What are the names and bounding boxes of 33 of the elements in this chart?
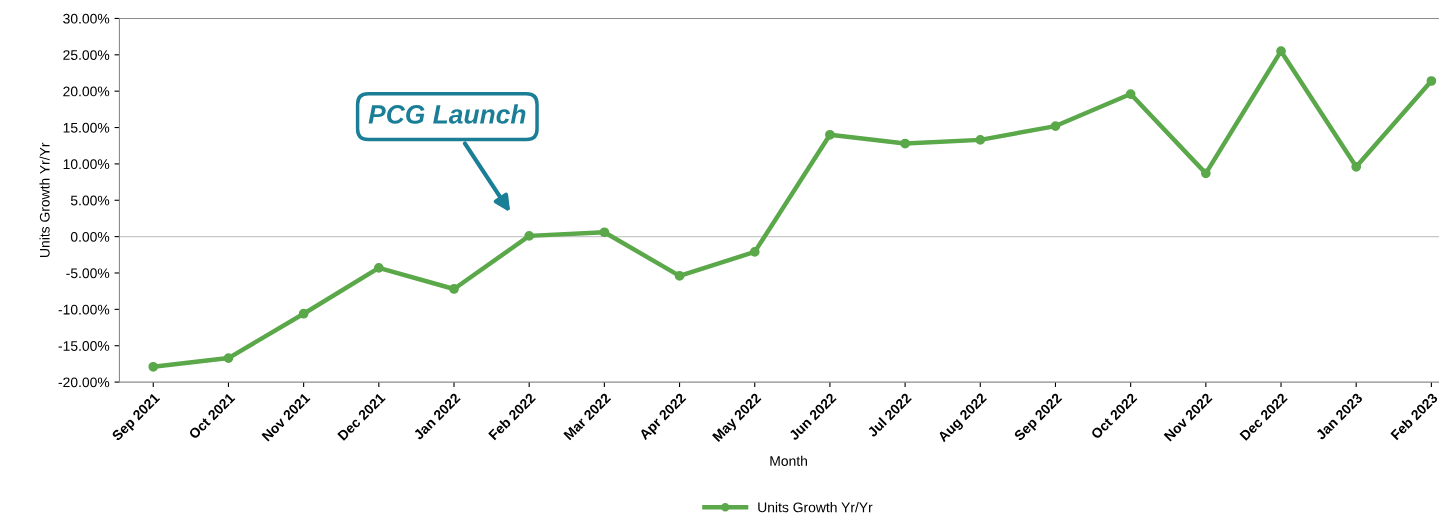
point: [373, 263, 384, 273]
point: [1200, 168, 1211, 179]
y-tick-label: 0.00%: [70, 231, 110, 242]
point: [223, 353, 234, 363]
annotation: PCG Launch: [368, 104, 526, 124]
point: [599, 227, 610, 238]
y-tick-label: 20.00%: [63, 86, 110, 97]
point: [1050, 121, 1061, 131]
point: [900, 138, 910, 149]
point: [674, 271, 685, 281]
y-axis-title: Units Growth Yr/Yr: [39, 142, 50, 257]
y-tick-label: 30.00%: [63, 13, 110, 24]
y-tick-label: -15.00%: [58, 341, 110, 351]
point: [298, 308, 309, 319]
y-tick-label: -20.00%: [58, 377, 110, 388]
y-tick-label: -5.00%: [66, 268, 110, 279]
point: [1125, 89, 1136, 99]
point: [825, 129, 835, 140]
y-tick-label: 15.00%: [63, 122, 110, 133]
point: [1276, 46, 1286, 57]
y-tick-label: 10.00%: [63, 159, 110, 170]
point: [449, 284, 459, 294]
x-axis-title: Month: [770, 455, 807, 466]
y-tick-label: 25.00%: [63, 50, 110, 60]
y-tick-label: -10.00%: [58, 304, 110, 315]
legend-label: Units Growth Yr/Yr: [758, 502, 873, 513]
point: [524, 231, 535, 241]
point: [1351, 161, 1362, 172]
point: [1426, 76, 1437, 86]
point: [975, 135, 986, 145]
y-tick-label: 5.00%: [70, 195, 110, 206]
point: [749, 247, 760, 257]
point: [148, 361, 159, 372]
